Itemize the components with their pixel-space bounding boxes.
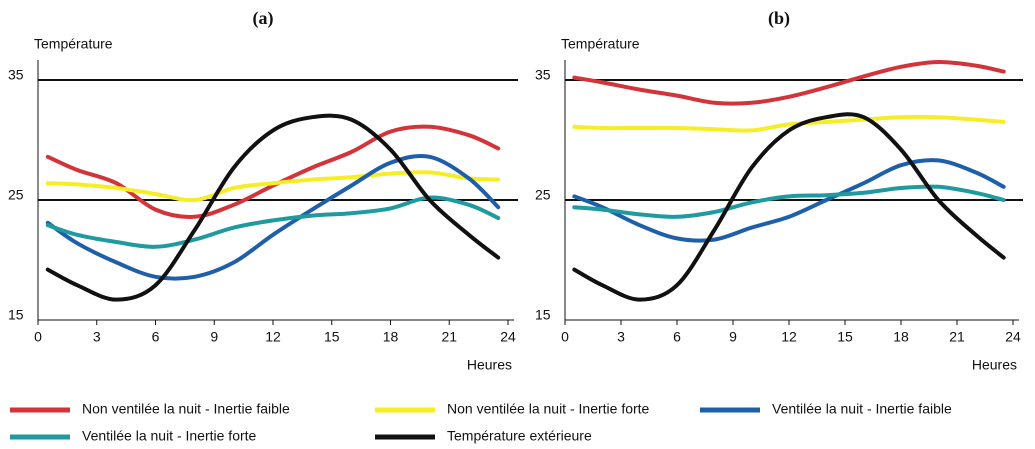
series-line: [45, 170, 501, 203]
x-tick-label: 18: [893, 329, 909, 345]
x-tick-label: 0: [34, 329, 42, 345]
legend-label: Température extérieure: [447, 428, 592, 444]
x-tick-label: 18: [383, 329, 399, 345]
series-line: [45, 113, 501, 302]
legend-label: Non ventilée la nuit - Inertie forte: [447, 401, 650, 417]
series-line: [572, 158, 1006, 243]
x-tick-label: 6: [152, 329, 160, 345]
y-tick-label: 15: [535, 307, 551, 323]
x-tick-label: 12: [265, 329, 281, 345]
x-tick-label: 15: [837, 329, 853, 345]
series-line: [45, 124, 501, 219]
series-line: [572, 114, 1006, 133]
legend-label: Ventilée la nuit - Inertie forte: [82, 428, 257, 444]
series-line: [572, 59, 1006, 106]
series-line: [45, 195, 501, 249]
y-tick-label: 35: [8, 67, 24, 83]
y-tick-label: 25: [8, 187, 24, 203]
x-tick-label: 21: [949, 329, 965, 345]
x-tick-label: 0: [561, 329, 569, 345]
y-tick-label: 35: [535, 67, 551, 83]
series-line: [572, 184, 1006, 219]
x-axis-label: Heures: [467, 357, 512, 373]
series-line: [45, 153, 501, 281]
legend-label: Ventilée la nuit - Inertie faible: [772, 401, 952, 417]
y-tick-label: 25: [535, 187, 551, 203]
x-tick-label: 24: [500, 329, 516, 345]
y-tick-label: 15: [8, 307, 24, 323]
panel-title: (b): [768, 8, 790, 29]
y-axis-label: Température: [561, 36, 640, 52]
x-axis-label: Heures: [972, 357, 1017, 373]
y-axis-label: Température: [34, 36, 113, 52]
panel-title: (a): [253, 8, 274, 29]
x-tick-label: 21: [441, 329, 457, 345]
x-tick-label: 9: [729, 329, 737, 345]
x-tick-label: 15: [324, 329, 340, 345]
x-tick-label: 3: [617, 329, 625, 345]
legend-label: Non ventilée la nuit - Inertie faible: [82, 401, 290, 417]
series-line: [572, 112, 1006, 302]
x-tick-label: 6: [673, 329, 681, 345]
x-tick-label: 12: [781, 329, 797, 345]
x-tick-label: 3: [93, 329, 101, 345]
x-tick-label: 24: [1005, 329, 1021, 345]
x-tick-label: 9: [210, 329, 218, 345]
